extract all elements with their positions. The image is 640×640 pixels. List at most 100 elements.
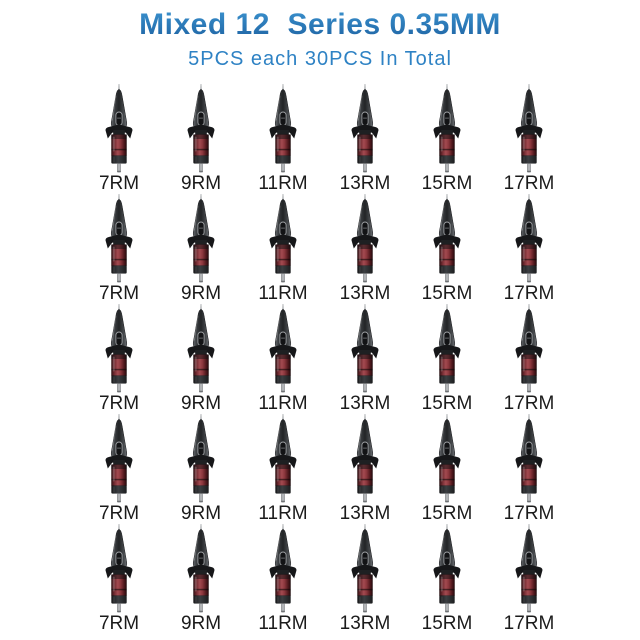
cartridge-row: 7RM 9RM (78, 82, 570, 194)
cartridge-cell: 17RM (488, 522, 570, 634)
tattoo-cartridge-image (433, 524, 461, 613)
cartridge-cell: 17RM (488, 302, 570, 414)
tattoo-cartridge-image (187, 194, 215, 283)
tattoo-cartridge-image (187, 304, 215, 393)
cartridge-size-label: 13RM (339, 613, 391, 634)
tattoo-cartridge-image (515, 304, 543, 393)
cartridge-cell: 7RM (78, 302, 160, 414)
cartridge-cell: 11RM (242, 412, 324, 524)
cartridge-size-label: 11RM (258, 503, 308, 524)
cartridge-size-label: 15RM (421, 393, 473, 414)
cartridge-cell: 11RM (242, 522, 324, 634)
cartridge-cell: 9RM (160, 82, 242, 194)
cartridge-size-label: 11RM (258, 283, 308, 304)
cartridge-size-label: 15RM (421, 173, 473, 194)
cartridge-cell: 13RM (324, 192, 406, 304)
cartridge-size-label: 9RM (180, 393, 222, 414)
tattoo-cartridge-image (433, 304, 461, 393)
cartridge-cell: 7RM (78, 522, 160, 634)
cartridge-cell: 7RM (78, 82, 160, 194)
cartridge-size-label: 15RM (421, 503, 473, 524)
page-title: Mixed 12 Series 0.35MM (139, 6, 501, 44)
tattoo-cartridge-image (433, 84, 461, 173)
cartridge-cell: 15RM (406, 192, 488, 304)
tattoo-cartridge-image (269, 194, 297, 283)
cartridge-cell: 7RM (78, 412, 160, 524)
tattoo-cartridge-image (515, 194, 543, 283)
cartridge-size-label: 11RM (258, 173, 308, 194)
tattoo-cartridge-image (351, 194, 379, 283)
cartridge-size-label: 9RM (180, 283, 222, 304)
cartridge-size-label: 11RM (258, 393, 308, 414)
cartridge-size-label: 7RM (98, 283, 140, 304)
cartridge-row: 7RM 9RM (78, 522, 570, 634)
tattoo-cartridge-image (187, 414, 215, 503)
cartridge-size-label: 17RM (503, 393, 555, 414)
cartridge-cell: 13RM (324, 82, 406, 194)
cartridge-cell: 11RM (242, 302, 324, 414)
tattoo-cartridge-image (269, 524, 297, 613)
header: Mixed 12 Series 0.35MM 5PCS each 30PCS I… (0, 0, 640, 72)
cartridge-size-label: 9RM (180, 503, 222, 524)
tattoo-cartridge-image (433, 194, 461, 283)
tattoo-cartridge-image (433, 414, 461, 503)
tattoo-cartridge-image (351, 524, 379, 613)
cartridge-cell: 9RM (160, 192, 242, 304)
cartridge-cell: 13RM (324, 302, 406, 414)
tattoo-cartridge-image (515, 524, 543, 613)
cartridge-cell: 7RM (78, 192, 160, 304)
cartridge-size-label: 13RM (339, 393, 391, 414)
cartridge-cell: 9RM (160, 412, 242, 524)
tattoo-cartridge-image (187, 84, 215, 173)
cartridge-cell: 13RM (324, 412, 406, 524)
cartridge-size-label: 11RM (258, 613, 308, 634)
cartridge-size-label: 9RM (180, 173, 222, 194)
cartridge-size-label: 15RM (421, 613, 473, 634)
tattoo-cartridge-image (105, 194, 133, 283)
cartridge-size-label: 13RM (339, 283, 391, 304)
page-subtitle: 5PCS each 30PCS In Total (188, 48, 452, 70)
tattoo-cartridge-image (269, 304, 297, 393)
cartridge-cell: 15RM (406, 522, 488, 634)
cartridge-cell: 9RM (160, 522, 242, 634)
tattoo-cartridge-image (269, 414, 297, 503)
tattoo-cartridge-image (105, 84, 133, 173)
tattoo-cartridge-image (269, 84, 297, 173)
tattoo-cartridge-image (105, 304, 133, 393)
tattoo-cartridge-image (515, 414, 543, 503)
cartridge-cell: 17RM (488, 412, 570, 524)
cartridge-row: 7RM 9RM (78, 412, 570, 524)
tattoo-cartridge-image (105, 524, 133, 613)
cartridge-cell: 13RM (324, 522, 406, 634)
cartridge-size-label: 17RM (503, 283, 555, 304)
cartridge-size-label: 7RM (98, 503, 140, 524)
cartridge-size-label: 7RM (98, 393, 140, 414)
cartridge-size-label: 17RM (503, 613, 555, 634)
tattoo-cartridge-image (515, 84, 543, 173)
cartridge-grid: 7RM 9RM (0, 82, 640, 634)
tattoo-cartridge-image (105, 414, 133, 503)
tattoo-cartridge-image (351, 414, 379, 503)
cartridge-size-label: 17RM (503, 173, 555, 194)
tattoo-cartridge-image (187, 524, 215, 613)
cartridge-size-label: 9RM (180, 613, 222, 634)
cartridge-size-label: 15RM (421, 283, 473, 304)
cartridge-cell: 11RM (242, 82, 324, 194)
cartridge-cell: 9RM (160, 302, 242, 414)
cartridge-cell: 15RM (406, 302, 488, 414)
tattoo-cartridge-image (351, 304, 379, 393)
cartridge-cell: 11RM (242, 192, 324, 304)
cartridge-row: 7RM 9RM (78, 192, 570, 304)
cartridge-cell: 15RM (406, 82, 488, 194)
cartridge-size-label: 17RM (503, 503, 555, 524)
cartridge-size-label: 13RM (339, 173, 391, 194)
cartridge-cell: 17RM (488, 82, 570, 194)
cartridge-size-label: 7RM (98, 613, 140, 634)
cartridge-size-label: 7RM (98, 173, 140, 194)
tattoo-cartridge-image (351, 84, 379, 173)
cartridge-cell: 15RM (406, 412, 488, 524)
cartridge-size-label: 13RM (339, 503, 391, 524)
cartridge-cell: 17RM (488, 192, 570, 304)
cartridge-row: 7RM 9RM (78, 302, 570, 414)
